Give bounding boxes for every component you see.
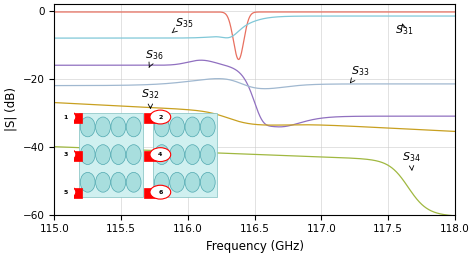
Y-axis label: |S| (dB): |S| (dB) (4, 87, 17, 131)
Text: $S_{31}$: $S_{31}$ (395, 23, 413, 37)
Text: $S_{36}$: $S_{36}$ (145, 49, 164, 68)
Text: $S_{32}$: $S_{32}$ (141, 87, 159, 108)
X-axis label: Frequency (GHz): Frequency (GHz) (206, 240, 304, 253)
Text: $S_{33}$: $S_{33}$ (350, 64, 369, 83)
Text: $S_{34}$: $S_{34}$ (401, 150, 420, 170)
Text: $S_{35}$: $S_{35}$ (172, 16, 193, 33)
